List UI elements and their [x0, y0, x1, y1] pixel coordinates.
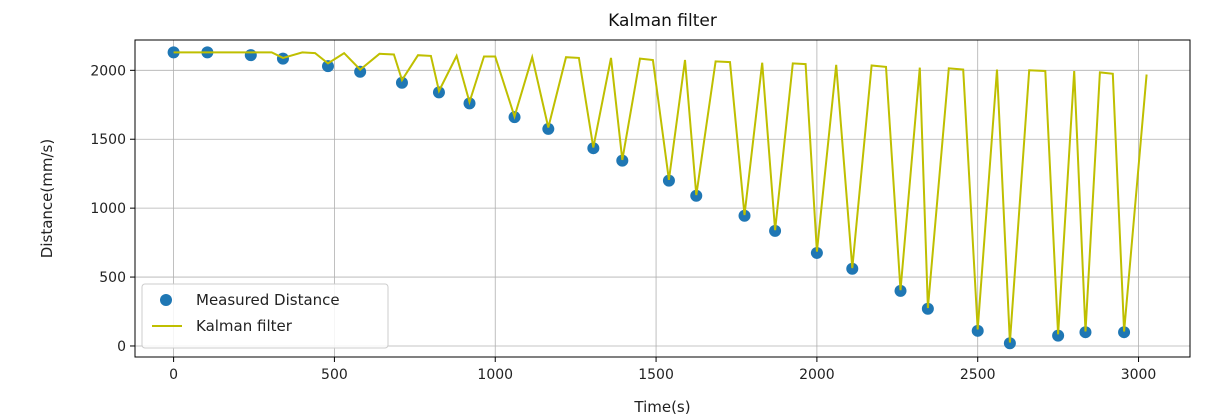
x-tick-label: 1000 [477, 367, 513, 383]
measured-point [587, 142, 600, 155]
measured-point [395, 76, 408, 89]
x-tick-label: 2500 [960, 367, 996, 383]
legend: Measured Distance Kalman filter [141, 283, 389, 349]
x-tick-label: 3000 [1121, 367, 1157, 383]
measured-point [894, 284, 907, 297]
measured-point [1079, 326, 1092, 339]
x-tick-label: 1500 [638, 367, 674, 383]
legend-label-kalman: Kalman filter [196, 317, 293, 335]
legend-marker-measured [160, 294, 172, 306]
measured-point [662, 174, 675, 187]
measured-point [690, 189, 703, 202]
x-tick-label: 2000 [799, 367, 835, 383]
x-tick-label: 500 [321, 367, 348, 383]
legend-box [141, 283, 389, 349]
measured-point [167, 46, 180, 59]
ticks: 0 500 1000 1500 2000 2500 3000 0 500 1000 1500 2000 [90, 63, 1156, 383]
x-axis-label: Time(s) [633, 398, 690, 416]
measured-point [810, 246, 823, 259]
y-tick-label: 1000 [90, 201, 126, 217]
y-tick-label: 2000 [90, 63, 126, 79]
y-axis-label: Distance(mm/s) [38, 139, 56, 258]
measured-point [738, 209, 751, 222]
measured-point [846, 262, 859, 275]
y-tick-label: 500 [99, 270, 126, 286]
measured-point [1118, 326, 1131, 339]
chart-title: Kalman filter [608, 11, 717, 31]
measured-point [971, 324, 984, 337]
measured-point [616, 154, 629, 167]
measured-point [244, 49, 257, 62]
measured-point [354, 65, 367, 78]
kalman-line [173, 51, 1148, 343]
measured-point [921, 302, 934, 315]
x-tick-label: 0 [169, 367, 178, 383]
plot-frame [134, 39, 1191, 358]
measured-point [321, 60, 334, 73]
y-tick-label: 1500 [90, 132, 126, 148]
measured-point [542, 122, 555, 135]
measured-point [769, 224, 782, 237]
legend-label-measured: Measured Distance [196, 291, 340, 309]
y-tick-label: 0 [117, 339, 126, 355]
measured-point [1052, 329, 1065, 342]
measured-point [1003, 337, 1016, 350]
plot-area [167, 46, 1148, 350]
